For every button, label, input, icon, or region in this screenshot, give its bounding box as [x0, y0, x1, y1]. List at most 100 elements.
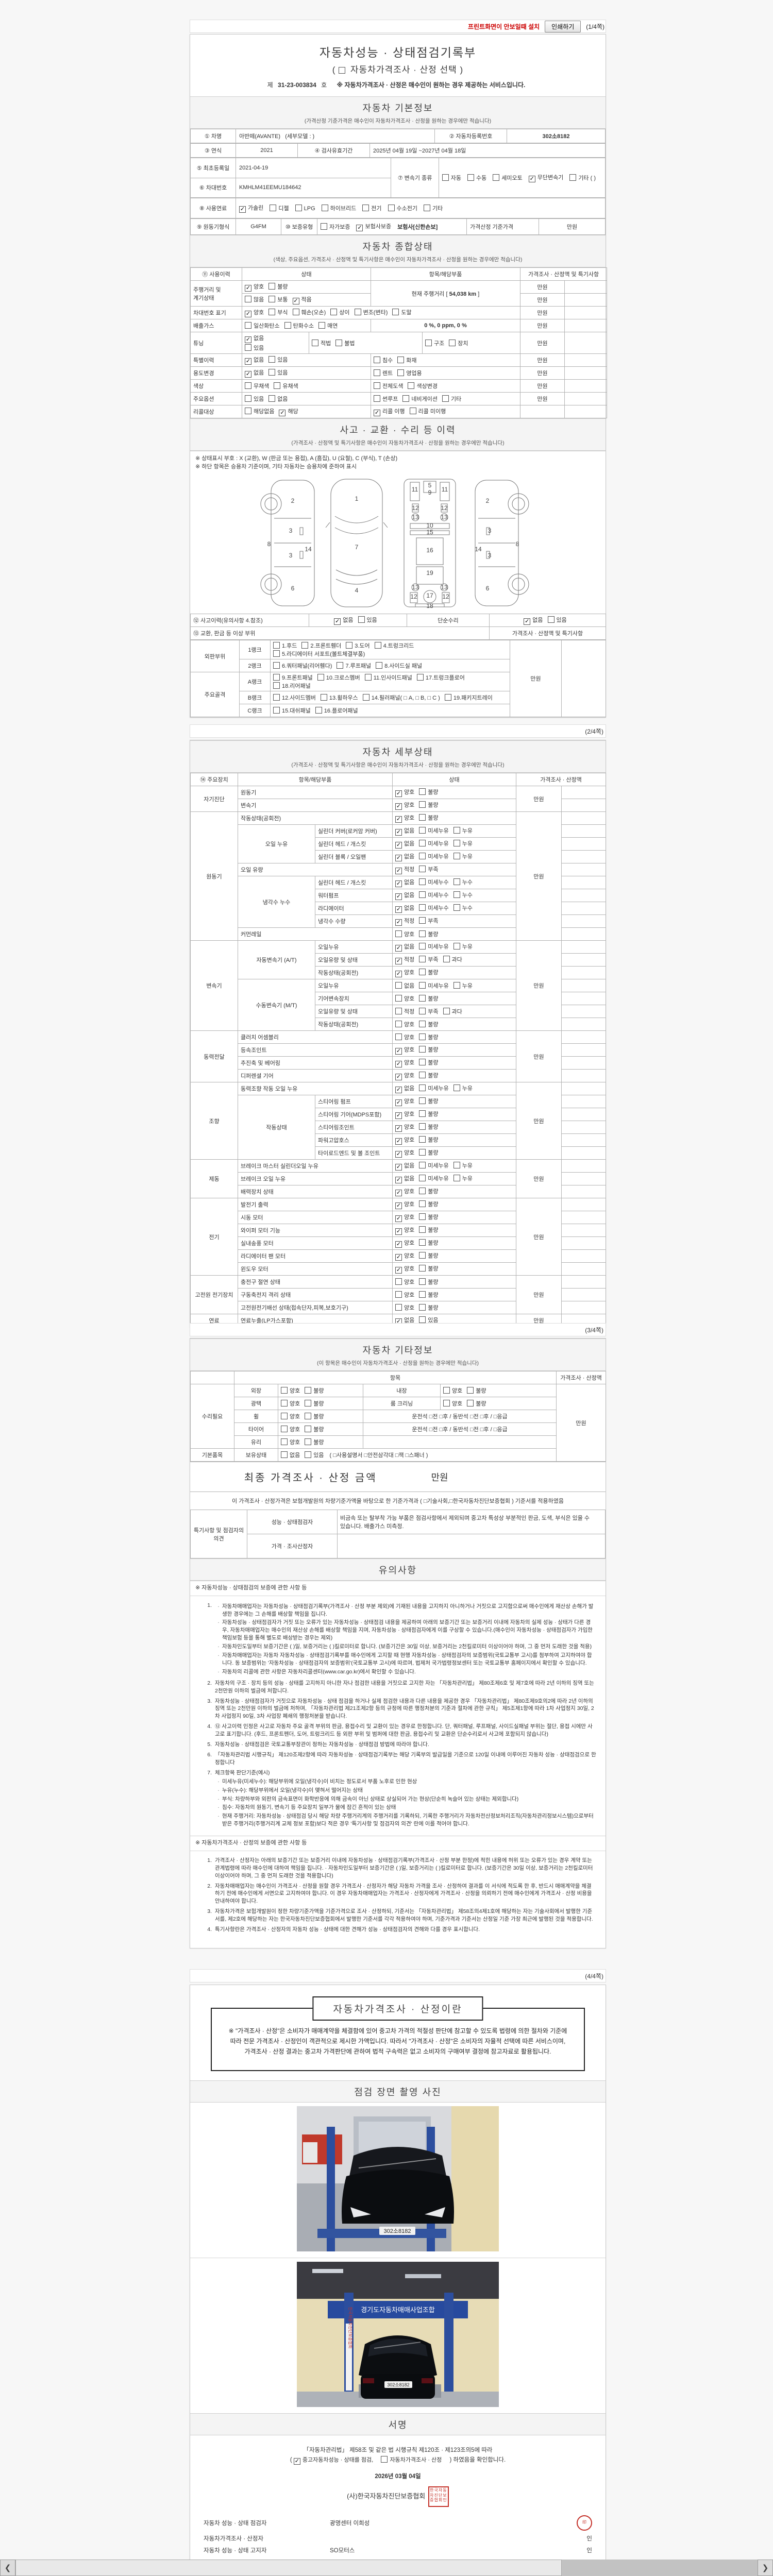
- checkbox-label: 미세누유: [428, 1163, 449, 1169]
- checkbox-label: 양호: [404, 1111, 415, 1117]
- table-cell: 만원: [520, 280, 565, 294]
- unchecked-checkbox-icon: [419, 853, 426, 859]
- svg-text:12: 12: [442, 593, 449, 600]
- unchecked-checkbox-icon: [419, 1278, 426, 1285]
- checkbox-option: 누유: [453, 1161, 473, 1170]
- checkbox-option: 있음: [245, 395, 264, 403]
- unchecked-checkbox-icon: [281, 1451, 288, 1458]
- unchecked-checkbox-icon: [388, 205, 395, 211]
- inspector-opinion-table: 특기사항 및 점검자의 의견 성능 · 상태점검자 비금속 또는 탈부착 가능 부품…: [190, 1510, 606, 1558]
- checkbox-label: 불량: [428, 1214, 439, 1221]
- caution-performance-notices: ※ 자동차성능 · 상태점검의 보증에 관한 사항 등 1. · 자동차매매업자는 자…: [190, 1581, 606, 1836]
- table-cell: 냉각수 누수: [238, 876, 315, 928]
- table-cell: 자동변속기 (A/T): [238, 940, 315, 979]
- table-cell: 양호 불량: [392, 927, 516, 941]
- checkbox-label: 렌트: [382, 370, 393, 377]
- photo-rear-plate: 302소8182: [387, 2382, 409, 2387]
- checkbox-label: 양호: [290, 1427, 300, 1433]
- checkbox-option: 미세누유: [419, 1161, 449, 1170]
- unchecked-checkbox-icon: [419, 1213, 426, 1220]
- checkbox-label: 적정: [404, 1009, 415, 1015]
- checkbox-label: 없음: [254, 335, 264, 342]
- svg-text:3: 3: [488, 552, 492, 559]
- price-select-checkbox: [339, 67, 346, 74]
- cell-suffix: ( □사용설명서 □안전삼각대 □잭 □스패너 ): [329, 1452, 428, 1459]
- checkbox-label: 적음: [301, 297, 312, 303]
- table-cell: [561, 1030, 606, 1044]
- notice-item: 4. 특기사항란은 가격조사 · 산정자의 자동차 성능 · 상태에 대한 견해가…: [198, 1926, 602, 1934]
- table-cell: [561, 902, 606, 915]
- table-cell: 전기: [190, 1198, 238, 1276]
- checkbox-label: 불량: [313, 1414, 324, 1420]
- checkbox-label: 상이: [339, 310, 350, 316]
- table-row: 타이로드엔드 및 볼 조인트 양호 불량: [191, 1146, 606, 1160]
- checkbox-option: 없음: [395, 852, 414, 861]
- checkbox-label: LPG: [304, 206, 315, 212]
- checkbox-option: 기타: [423, 204, 443, 212]
- unchecked-checkbox-icon: [273, 694, 280, 701]
- table-cell: 용도변경: [190, 366, 242, 380]
- notice-list: 1. 가격조사 · 산정자는 아래의 보증기간 또는 보증거리 이내에 자동차성능…: [190, 1851, 606, 1940]
- checkbox-label: 미세누수: [428, 905, 449, 911]
- unchecked-checkbox-icon: [419, 1200, 426, 1207]
- checkbox-label: 불량: [428, 1098, 439, 1105]
- horizontal-scrollbar[interactable]: ❮ ❯: [0, 2560, 773, 2576]
- checkbox-option: 적정: [395, 865, 414, 874]
- table-cell: 적정 부족: [392, 863, 516, 876]
- checkbox-label: 있음: [556, 617, 567, 623]
- table-cell: 충전구 절연 상태: [238, 1275, 393, 1289]
- scrollbar-thumb[interactable]: [15, 2560, 562, 2576]
- table-cell: 양호 불량: [392, 1288, 516, 1301]
- checkbox-option: 미세누유: [419, 1084, 449, 1092]
- checkbox-label: 불법: [344, 340, 355, 347]
- print-button[interactable]: 인쇄하기: [545, 20, 581, 32]
- table-cell: 양호 불량: [392, 1185, 516, 1198]
- svg-text:17: 17: [426, 592, 433, 599]
- unchecked-checkbox-icon: [419, 1033, 426, 1040]
- checkbox-option: 색상변경: [408, 382, 438, 390]
- table-cell: 양호 불량: [278, 1397, 363, 1410]
- checkbox-option: 없음: [395, 1084, 414, 1093]
- signer-seal: 인: [561, 2546, 592, 2554]
- svg-text:6: 6: [486, 585, 490, 592]
- unchecked-checkbox-icon: [416, 674, 424, 681]
- table-cell: 없음 미세누유 누유: [392, 1172, 516, 1185]
- svg-text:13: 13: [412, 514, 419, 521]
- checkbox-label: 해당: [288, 409, 298, 415]
- table-cell: [561, 1262, 606, 1276]
- scroll-left-arrow-icon[interactable]: ❮: [0, 2560, 15, 2576]
- table-cell: A랭크: [239, 672, 271, 691]
- unchecked-checkbox-icon: [467, 1387, 474, 1394]
- opinion-who: 성능 · 상태점검자: [247, 1510, 338, 1534]
- checkbox-label: 없음: [532, 617, 543, 623]
- table-cell: 해당없음 해당: [242, 405, 371, 418]
- checkbox-option: 불량: [419, 801, 439, 809]
- unchecked-checkbox-icon: [268, 356, 276, 363]
- checkbox-option: 양호: [281, 1399, 300, 1408]
- checkbox-label: 기타: [450, 396, 462, 402]
- unchecked-checkbox-icon: [419, 1316, 426, 1323]
- checkbox-label: 없음: [290, 1452, 300, 1459]
- unchecked-checkbox-icon: [245, 408, 251, 414]
- checkbox-option: 10.크로스멤버: [317, 673, 360, 682]
- checkbox-option: 양호: [395, 814, 414, 823]
- checkbox-option: 불량: [419, 1123, 439, 1131]
- table-cell: [561, 640, 606, 717]
- table-row: ⑬ 교환, 판금 등 이상 부위 가격조사 · 산정액 및 특기사항: [190, 626, 606, 640]
- scroll-right-arrow-icon[interactable]: ❯: [758, 2560, 773, 2576]
- table-cell: 없음 미세누수 누수: [392, 889, 516, 902]
- table-cell: [564, 392, 608, 405]
- checkbox-option: 하이브리드: [321, 204, 356, 212]
- table-cell: 윈도우 모터: [238, 1262, 393, 1276]
- table-cell: 스티어링조인트: [315, 1121, 393, 1134]
- checkbox-option: 불량: [419, 1045, 439, 1054]
- unchecked-checkbox-icon: [362, 694, 369, 701]
- table-cell: [561, 1121, 606, 1134]
- checkbox-label: 미세누유: [428, 828, 449, 834]
- notice-body: 자동차매매업자는 매수인이 가격조사 · 산정을 원할 경우 가격조사 · 산정…: [215, 1883, 602, 1906]
- checkbox-label: 불량: [428, 1111, 439, 1117]
- scrollbar-track[interactable]: [562, 2560, 758, 2576]
- accident-history-table: ⑫ 사고이력(유의사항 4.참조) 없음 있음 단순수리 없음 있음 ⑬ 교환, 판금 등 …: [190, 614, 606, 640]
- table-cell: [564, 379, 608, 393]
